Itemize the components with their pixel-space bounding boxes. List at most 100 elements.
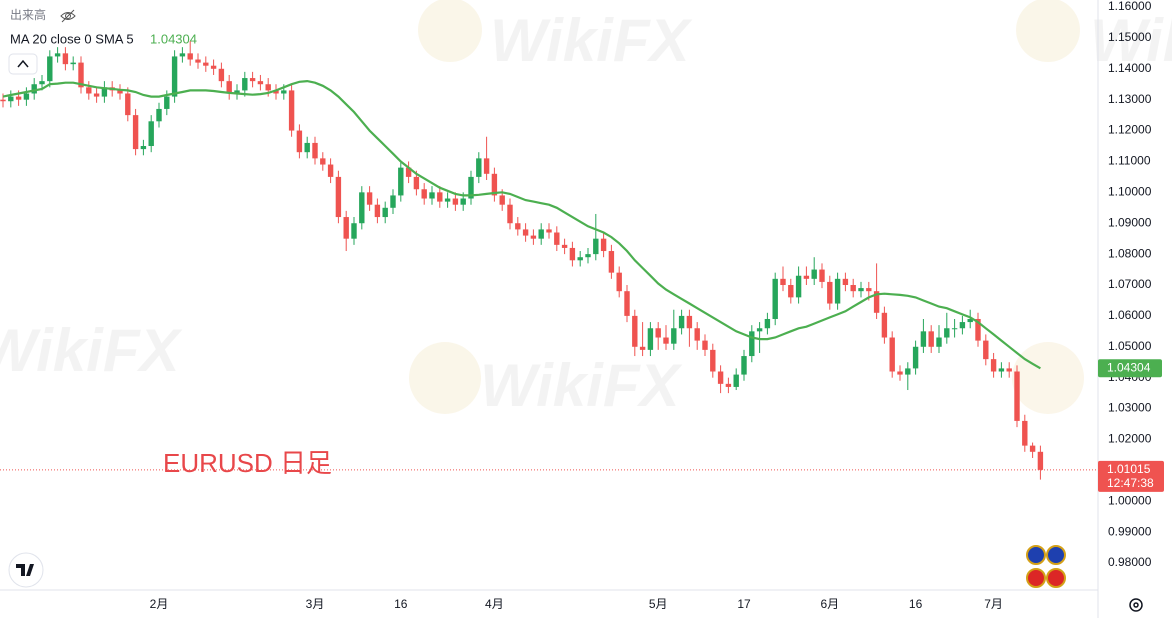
candle-body [234, 90, 240, 94]
top-left-legend: 出来高 MA 20 close 0 SMA 5 1.04304 [8, 7, 197, 75]
candle-body [905, 368, 911, 375]
candle-body [733, 374, 739, 387]
y-tick-label: 1.13000 [1108, 92, 1152, 106]
candle-body [795, 275, 802, 298]
x-tick-label: 5月 [649, 597, 668, 611]
candle-body [803, 275, 810, 279]
candle-body [444, 198, 451, 202]
candle-body [780, 278, 786, 286]
candle-body [343, 217, 349, 239]
candle-body [491, 173, 498, 196]
watermark-logo [409, 342, 481, 414]
candle-body [772, 278, 778, 319]
candle-body [827, 281, 833, 304]
candle-body [296, 130, 303, 153]
y-tick-label: 1.14000 [1108, 61, 1152, 75]
candle-body [1014, 371, 1020, 421]
watermark-text: WikiFX [490, 7, 693, 74]
candle-body [655, 328, 661, 338]
candle-body [226, 81, 232, 94]
candle-body [242, 78, 248, 91]
candle-body [390, 195, 396, 208]
candle-body [0, 99, 6, 102]
candle-body [538, 229, 544, 239]
collapse-icon [17, 59, 29, 68]
candle-body [288, 90, 295, 131]
candle-body [530, 235, 537, 239]
candle-body [569, 247, 576, 261]
gear-center [1133, 602, 1139, 608]
candle-body [101, 87, 108, 97]
candle-body [171, 56, 178, 97]
candle-body [62, 53, 69, 65]
candle-body [93, 93, 100, 97]
y-tick-label: 1.15000 [1108, 30, 1152, 44]
candle-body [413, 176, 420, 190]
candle-body [483, 158, 490, 174]
eu-flag [1046, 545, 1066, 565]
candles [0, 40, 1044, 480]
candle-body [710, 349, 716, 372]
candle-body [405, 167, 412, 177]
candle-body [694, 328, 700, 341]
last-price-tag [1098, 460, 1164, 492]
candle-body [593, 238, 599, 255]
candle-body [889, 337, 895, 372]
candle-body [156, 108, 162, 122]
logo-glyph [16, 564, 34, 576]
x-tick-label: 2月 [150, 597, 169, 611]
currency-flags [1026, 545, 1066, 588]
candle-body [1006, 368, 1012, 372]
candle-body [616, 272, 622, 292]
candle-body [936, 337, 942, 347]
candle-body [366, 192, 373, 205]
ma-line [2, 79, 1041, 370]
candle-body [23, 93, 30, 100]
candle-body [39, 81, 45, 85]
candle-body [327, 164, 334, 177]
candle-body [31, 84, 37, 94]
candle-body [632, 315, 638, 347]
watermark-logo [1016, 0, 1080, 62]
eu-flag [1026, 545, 1046, 565]
candle-body [398, 167, 404, 196]
candle-body [678, 315, 685, 329]
candle-body [1022, 420, 1028, 446]
countdown-label: 12:47:38 [1107, 476, 1154, 490]
us-flag [1026, 568, 1046, 588]
watermarks: WikiFX WikiFX WikiFX WikiFX [0, 0, 1172, 419]
candle-body [351, 223, 357, 239]
candle-body [164, 96, 170, 109]
candle-body [54, 53, 61, 57]
candle-body [522, 229, 529, 236]
watermark-logo [1012, 342, 1084, 414]
candle-body [717, 371, 724, 384]
candle-body [468, 176, 474, 199]
candle-body [179, 53, 186, 57]
y-tick-label: 1.09000 [1108, 215, 1152, 229]
candle-body [866, 288, 872, 292]
candle-body [460, 198, 466, 205]
candle-body [429, 192, 435, 199]
candle-body [554, 232, 560, 245]
candle-body [476, 158, 482, 177]
candle-body [756, 328, 763, 332]
candle-body [70, 62, 76, 65]
collapse-button[interactable] [8, 53, 38, 75]
candle-body [132, 115, 139, 150]
candle-body [764, 318, 771, 329]
candle-body [912, 346, 919, 369]
candle-body [834, 278, 841, 304]
x-tick-label: 6月 [820, 597, 839, 611]
candle-body [600, 238, 607, 252]
settings-button[interactable] [1129, 598, 1143, 612]
candle-body [421, 189, 427, 199]
candle-body [990, 359, 997, 372]
y-tick-label: 1.02000 [1108, 432, 1152, 446]
candle-body [842, 278, 849, 286]
tradingview-logo[interactable] [8, 552, 44, 588]
candle-body [686, 315, 693, 329]
us-flag [1046, 568, 1066, 588]
y-tick-label: 1.10000 [1108, 185, 1152, 199]
